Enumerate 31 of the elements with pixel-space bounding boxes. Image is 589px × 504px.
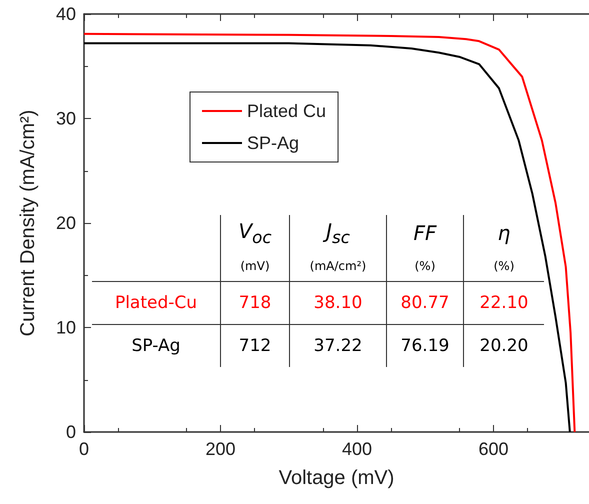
annotation: 718 [220, 282, 290, 324]
y-tick-label: 40 [56, 4, 76, 24]
y-tick-label: 30 [56, 108, 76, 128]
annotation: (mV) [220, 251, 290, 282]
x-axis-title: Voltage (mV) [278, 467, 394, 489]
annotation: 76.19 [386, 324, 464, 367]
annotation: 712 [220, 324, 290, 367]
x-tick-label: 600 [478, 439, 508, 459]
annotation: 20.20 [464, 324, 544, 367]
annotation: FF [386, 215, 464, 251]
annotation: 80.77 [386, 282, 464, 324]
annotation: (mA/cm²) [290, 251, 386, 282]
legend-label: SP-Ag [247, 133, 300, 153]
annotation: SP-Ag [130, 335, 182, 358]
x-tick-label: 400 [342, 439, 372, 459]
y-tick-label: 10 [56, 318, 76, 338]
annotation: 22.10 [464, 282, 544, 324]
y-axis-title: Current Density (mA/cm²) [17, 110, 39, 336]
y-tick-label: 0 [66, 422, 76, 442]
annotation: V$_{oc}$ [220, 215, 290, 251]
y-tick-label: 20 [56, 213, 76, 233]
annotation: 37.22 [290, 324, 386, 367]
x-tick-label: 200 [205, 439, 236, 459]
annotation: Plated-Cu [92, 282, 220, 324]
annotation: 38.10 [290, 282, 386, 324]
annotation: η [464, 215, 544, 251]
annotation: (%) [464, 251, 544, 282]
legend-label: Plated Cu [247, 101, 326, 121]
annotation: J$_{sc}$ [290, 215, 386, 251]
annotation: (%) [386, 251, 464, 282]
x-tick-label: 0 [78, 439, 90, 459]
